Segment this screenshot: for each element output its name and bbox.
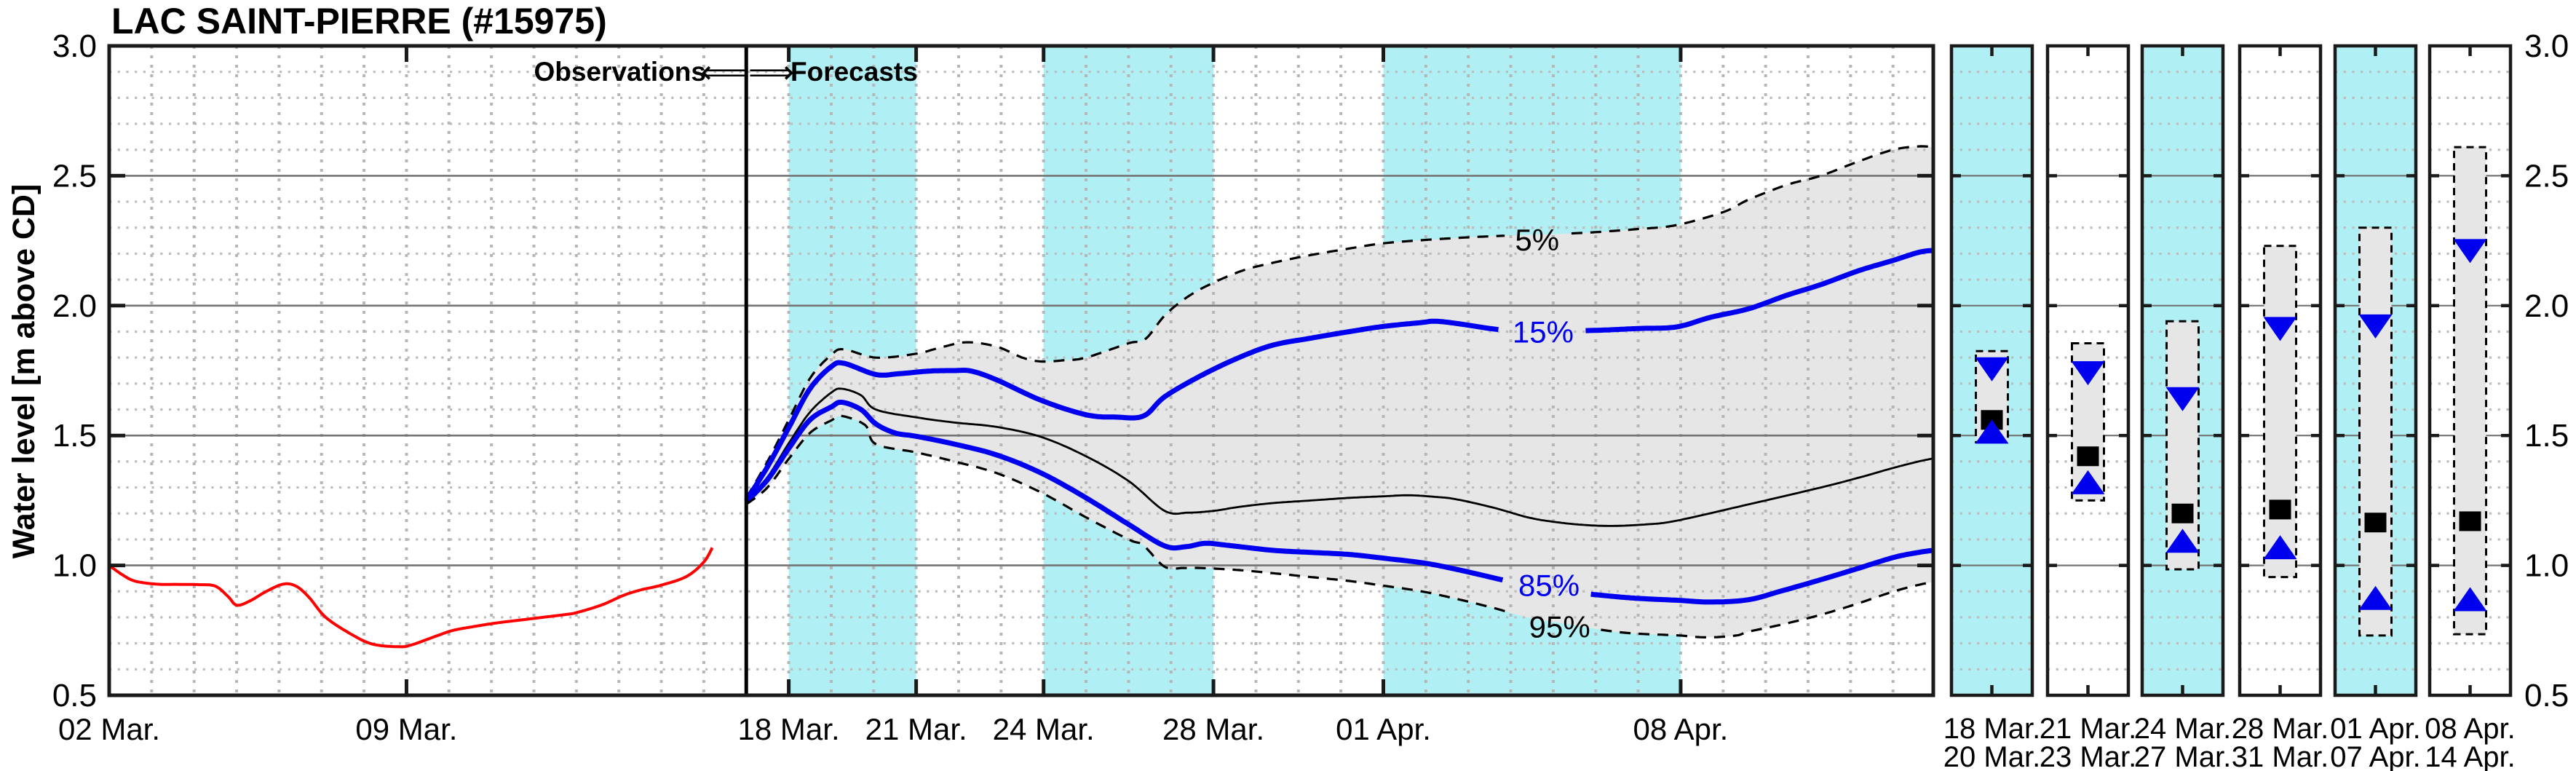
y-axis-tick-label: 3.0 [52,28,97,64]
panel-q5-q95-range-bar [2453,146,2487,636]
panel-q5-q95-range-bar [2165,320,2200,571]
observed-water-level-line [109,547,714,649]
x-axis-tick-label: 02 Mar. [58,712,160,746]
panel-date-to-label: 23 Mar. [2040,741,2136,771]
panel-q15-marker-triangle-down [1975,357,2009,381]
axis-ticks [107,46,1933,695]
panel-q5-q95-range-bar [2358,226,2393,637]
panel-q50-marker-square [2077,446,2099,467]
panel-date-from-label: 18 Mar. [1943,713,2040,745]
panel-date-to-label: 07 Apr. [2330,741,2421,771]
forecast-curve-q95 [1601,580,1933,638]
x-axis-tick-label: 24 Mar. [993,712,1095,746]
panel-q15-marker-triangle-down [2453,239,2487,264]
y-axis-title: Water level [m above CD] [7,183,41,559]
panel-q50-marker-square [2171,503,2194,523]
right-y-axis-tick-label: 0.5 [2524,678,2569,713]
summary-panel-5 [2428,44,2513,697]
panel-date-from-label: 21 Mar. [2040,713,2136,745]
y-axis-tick-label: 1.0 [52,548,97,584]
forecast-curve-q15 [744,318,1499,502]
forecast-curve-q15 [1585,248,1933,333]
x-axis-tick-label: 01 Apr. [1336,712,1431,746]
forecast-curve-label-q95: 95% [1529,609,1590,644]
y-axis-tick-label: 2.0 [52,288,97,324]
forecast-curve-q5 [745,234,1505,499]
right-y-axis-tick-label: 2.0 [2524,288,2569,324]
forecast-curve-q85 [744,400,1504,583]
y-axis-tick-label: 2.5 [52,158,97,194]
right-y-axis-tick-label: 1.0 [2524,548,2569,584]
panel-q50-marker-square [2269,499,2291,520]
panel-date-from-label: 28 Mar. [2232,713,2329,745]
panel-q15-marker-triangle-down [2263,317,2297,341]
x-axis-tick-label: 18 Mar. [738,712,840,746]
forecast-curve-label-q15: 15% [1513,315,1574,349]
summary-panel-0 [1949,44,2034,697]
summary-panel-4 [2333,44,2418,697]
panel-date-to-label: 31 Mar. [2232,741,2329,771]
panel-date-to-label: 27 Mar. [2134,741,2231,771]
summary-panel-2 [2140,44,2225,697]
forecast-curve-label-q85: 85% [1518,568,1580,602]
panel-date-from-label: 01 Apr. [2330,713,2421,745]
observations-label: Observations [534,57,706,87]
y-axis-tick-label: 1.5 [52,418,97,454]
panel-date-from-label: 24 Mar. [2134,713,2231,745]
right-y-axis-tick-label: 2.5 [2524,158,2569,194]
x-axis-tick-label: 28 Mar. [1162,712,1264,746]
forecast-curve-label-q5: 5% [1515,223,1559,257]
main-plot-area: 5% 15% 85% 95% [107,44,1935,697]
x-axis-tick-label: 21 Mar. [865,712,967,746]
panel-date-from-label: 08 Apr. [2425,713,2516,745]
panel-q5-q95-range-bar [2263,245,2297,579]
main-plot-frame [107,44,1935,697]
panel-q85-marker-triangle-up [2358,585,2393,610]
panel-date-to-label: 14 Apr. [2425,741,2516,771]
forecast-curve-q5 [1571,145,1933,235]
panel-q50-marker-square [2459,511,2481,531]
panel-date-to-label: 20 Mar. [1943,741,2040,771]
panel-q85-marker-triangle-up [1975,419,2009,444]
forecast-curve-q95 [745,414,1511,614]
right-y-axis-tick-label: 3.0 [2524,28,2569,64]
y-axis-tick-label: 0.5 [52,678,97,713]
forecast-curve-q50 [745,387,1933,527]
panel-q15-marker-triangle-down [2071,361,2105,386]
obs-forecast-arrows-icon: ⟸⟹ [700,55,796,90]
panel-q85-marker-triangle-up [2263,535,2297,560]
right-y-axis-tick-label: 1.5 [2524,418,2569,454]
x-axis-tick-label: 09 Mar. [355,712,457,746]
panel-q50-marker-square [2364,513,2387,533]
summary-panel-1 [2045,44,2131,697]
panel-q15-marker-triangle-down [2358,314,2393,339]
panel-q85-marker-triangle-up [2165,529,2200,553]
forecast-curve-q85 [1590,547,1933,605]
forecasts-label: Forecasts [790,57,918,87]
page-title: LAC SAINT-PIERRE (#15975) [111,1,607,41]
panel-q85-marker-triangle-up [2071,470,2105,494]
x-axis-tick-label: 08 Apr. [1633,712,1729,746]
summary-panel-3 [2238,44,2323,697]
forecast-uncertainty-fan [746,146,1933,638]
panel-q85-marker-triangle-up [2453,587,2487,612]
panel-q15-marker-triangle-down [2165,387,2200,411]
